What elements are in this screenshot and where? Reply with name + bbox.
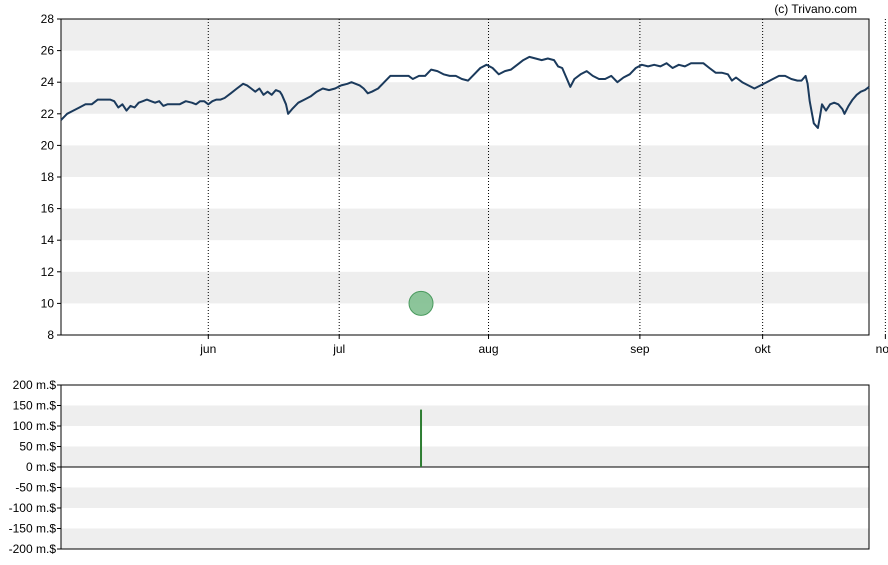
volume-band (61, 528, 869, 549)
volume-band (61, 446, 869, 467)
price-x-tick-label: sep (630, 342, 650, 356)
price-y-tick-label: 22 (41, 107, 55, 121)
price-y-tick-label: 20 (41, 138, 55, 152)
volume-y-tick-label: -50 m.$ (15, 481, 56, 495)
volume-y-tick-label: 0 m.$ (26, 460, 56, 474)
price-x-tick-label: okt (755, 342, 772, 356)
price-y-tick-label: 8 (47, 328, 54, 342)
price-band (61, 145, 869, 177)
price-band (61, 208, 869, 241)
price-y-tick-label: 26 (41, 44, 55, 58)
price-x-tick-label: aug (479, 342, 499, 356)
price-line (60, 55, 870, 129)
volume-band (61, 487, 869, 508)
price-y-tick-label: 10 (41, 296, 55, 310)
price-y-tick-label: 12 (41, 265, 55, 279)
volume-y-tick-label: -150 m.$ (9, 522, 57, 536)
price-band (61, 271, 869, 304)
copyright-text: (c) Trivano.com (774, 2, 857, 16)
volume-panel: 200 m.$ 150 m.$ 100 m.$ 50 m.$ 0 m.$ -50 m.$ -… (9, 378, 870, 556)
volume-y-tick-label: 200 m.$ (13, 378, 57, 392)
price-y-tick-label: 28 (41, 12, 55, 26)
volume-y-tick-label: 50 m.$ (19, 440, 56, 454)
price-x-tick-label: jul (332, 342, 345, 356)
volume-y-tick-label: 100 m.$ (13, 419, 57, 433)
volume-y-tick-label: -200 m.$ (9, 542, 57, 556)
event-marker (408, 290, 434, 316)
price-y-tick-label: 14 (41, 233, 55, 247)
price-x-tick-label: jun (199, 342, 216, 356)
volume-band (61, 405, 869, 426)
volume-y-tick-label: 150 m.$ (13, 399, 57, 413)
price-x-tick-label: nov (876, 342, 888, 356)
price-y-tick-label: 18 (41, 170, 55, 184)
price-band (61, 19, 869, 51)
price-band (61, 82, 869, 114)
price-y-tick-label: 16 (41, 202, 55, 216)
volume-y-tick-label: -100 m.$ (9, 501, 57, 515)
price-y-tick-label: 24 (41, 75, 55, 89)
price-panel: 282624222018161412108junjulaugsepoktnovd… (41, 12, 888, 356)
